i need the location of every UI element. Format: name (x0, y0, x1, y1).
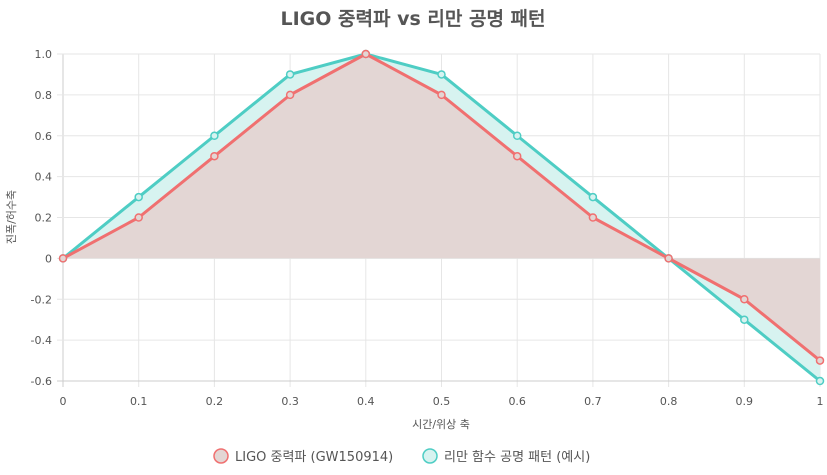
x-tick-label: 0 (60, 395, 67, 408)
x-tick-label: 0.7 (584, 395, 602, 408)
data-point (210, 131, 219, 140)
data-point (588, 192, 598, 202)
x-axis-title: 시간/위상 축 (412, 418, 470, 431)
data-point (740, 295, 749, 304)
data-point (815, 376, 825, 386)
data-point (210, 151, 219, 161)
data-point (664, 254, 673, 263)
legend-marker (422, 448, 438, 464)
data-point (512, 131, 522, 140)
y-tick-label: -0.4 (31, 334, 52, 347)
data-point (361, 49, 371, 59)
data-point (512, 151, 522, 161)
y-axis-ticks: 1.0 0.8 0.6 0.4 0.2 0 -0.2 -0.4 -0.6 (31, 48, 52, 388)
data-point (437, 90, 446, 100)
data-point (285, 70, 295, 79)
x-tick-label: 0.8 (660, 395, 678, 408)
y-tick-label: 0.2 (35, 212, 53, 225)
x-tick-label: 0.4 (357, 395, 375, 408)
y-tick-label: 0.4 (35, 171, 53, 184)
legend: LIGO 중력파 (GW150914) 리만 함수 공명 패턴 (예시) (213, 448, 590, 465)
series-points (58, 49, 825, 386)
x-tick-label: 0.2 (206, 395, 224, 408)
series-fills (63, 54, 820, 381)
x-tick-label: 1 (817, 395, 824, 408)
x-tick-label: 0.3 (281, 395, 299, 408)
x-tick-label: 0.9 (736, 395, 754, 408)
data-point (134, 213, 143, 222)
x-tick-label: 0.5 (433, 395, 451, 408)
legend-label: 리만 함수 공명 패턴 (예시) (444, 450, 590, 465)
y-tick-label: -0.2 (31, 293, 52, 306)
data-point (285, 90, 295, 100)
series-area-1 (63, 54, 820, 361)
chart-title: LIGO 중력파 vs 리만 공명 패턴 (280, 8, 545, 30)
data-point (58, 254, 68, 263)
data-point (815, 356, 825, 365)
data-point (437, 70, 446, 79)
y-tick-label: 0.8 (35, 89, 53, 102)
legend-marker (213, 448, 229, 464)
y-axis-title: 진폭/허수축 (5, 190, 18, 244)
y-tick-label: -0.6 (31, 375, 52, 388)
x-tick-label: 0.1 (130, 395, 148, 408)
y-tick-label: 0 (45, 252, 52, 265)
x-tick-label: 0.6 (508, 395, 526, 408)
x-axis-ticks: 0 0.1 0.2 0.3 0.4 0.5 0.6 0.7 0.8 0.9 1 (60, 395, 824, 408)
y-tick-label: 1.0 (35, 48, 53, 61)
data-point (134, 192, 143, 202)
y-tick-label: 0.6 (35, 130, 53, 143)
legend-label: LIGO 중력파 (GW150914) (235, 450, 393, 465)
data-point (588, 213, 598, 222)
data-point (740, 315, 749, 324)
